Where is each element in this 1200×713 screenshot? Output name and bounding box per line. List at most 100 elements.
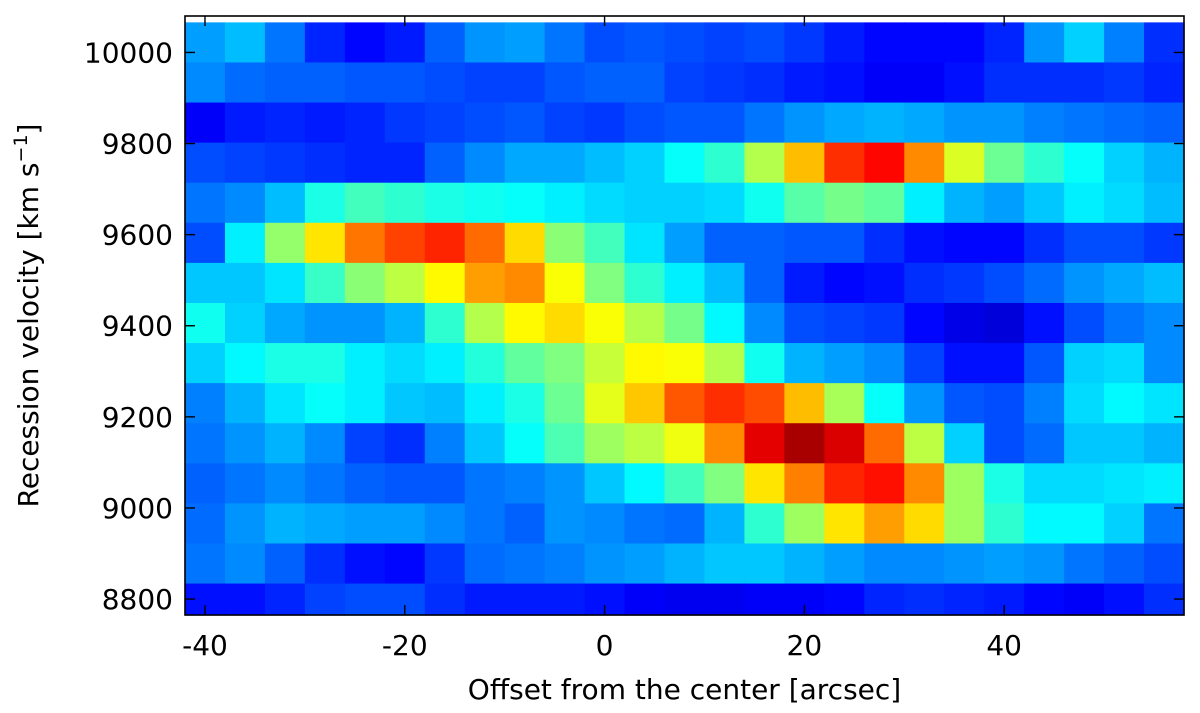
heatmap-cell xyxy=(1144,62,1185,104)
heatmap-cell xyxy=(464,343,506,384)
heatmap-cell xyxy=(344,343,386,384)
heatmap-cell xyxy=(824,463,865,504)
heatmap-cell xyxy=(904,343,945,384)
heatmap-cell xyxy=(264,423,306,464)
heatmap-cell xyxy=(784,343,825,384)
heatmap-cell xyxy=(704,182,746,224)
heatmap-cell xyxy=(384,222,426,264)
heatmap-cell xyxy=(984,423,1025,464)
heatmap-cell xyxy=(704,383,746,424)
heatmap-cell xyxy=(1144,22,1185,64)
heatmap-cell xyxy=(1024,343,1065,384)
heatmap-cell xyxy=(504,383,546,424)
heatmap-cell xyxy=(464,22,506,64)
heatmap-cell xyxy=(704,423,746,464)
heatmap-cell xyxy=(1064,343,1105,384)
y-tick-label: 10000 xyxy=(84,36,173,69)
heatmap-cell xyxy=(504,302,546,344)
heatmap-cell xyxy=(664,22,706,64)
heatmap-cell xyxy=(1064,22,1105,64)
heatmap-cell xyxy=(504,343,546,384)
heatmap-cell xyxy=(784,142,825,184)
heatmap-cell xyxy=(984,383,1025,424)
heatmap-cell xyxy=(744,262,785,304)
heatmap-cell xyxy=(264,102,306,144)
heatmap-cell xyxy=(384,383,426,424)
heatmap-cell xyxy=(304,62,346,104)
heatmap-cell xyxy=(464,383,506,424)
heatmap-cell xyxy=(544,343,586,384)
heatmap-cell xyxy=(304,503,346,545)
heatmap-cell xyxy=(264,383,306,424)
heatmap-cell xyxy=(864,463,905,504)
y-tick-label: 9200 xyxy=(102,401,173,434)
heatmap-cell xyxy=(784,62,825,104)
heatmap-cell xyxy=(704,62,746,104)
heatmap-cell xyxy=(1024,142,1065,184)
heatmap-cell xyxy=(744,182,785,224)
heatmap-cell xyxy=(185,102,226,144)
heatmap-cell xyxy=(704,102,746,144)
y-tick-label: 9600 xyxy=(102,219,173,252)
heatmap-cell xyxy=(504,543,546,585)
heatmap-cell xyxy=(864,182,905,224)
heatmap-cell xyxy=(584,182,626,224)
heatmap-cell xyxy=(584,102,626,144)
heatmap-cell xyxy=(984,142,1025,184)
heatmap-cell xyxy=(664,543,706,585)
heatmap-cell xyxy=(664,423,706,464)
heatmap-cell xyxy=(904,182,945,224)
y-axis-title-exponent: −1 xyxy=(10,134,32,162)
heatmap-cell xyxy=(944,22,985,64)
y-axis-title-main: Recession velocity [km s xyxy=(12,162,45,507)
heatmap-cell xyxy=(664,222,706,264)
heatmap-cell xyxy=(624,343,666,384)
heatmap-cell xyxy=(584,62,626,104)
heatmap-cell xyxy=(784,463,825,504)
heatmap-cell xyxy=(424,102,466,144)
heatmap-cell xyxy=(904,222,945,264)
heatmap-cell xyxy=(464,302,506,344)
heatmap-cell xyxy=(984,182,1025,224)
heatmap-cell xyxy=(784,222,825,264)
heatmap-cell xyxy=(185,182,226,224)
heatmap-cell xyxy=(584,423,626,464)
heatmap-cell xyxy=(1104,182,1145,224)
heatmap-cell xyxy=(584,262,626,304)
heatmap-cell xyxy=(984,343,1025,384)
heatmap-cell xyxy=(1104,302,1145,344)
heatmap-cell xyxy=(984,302,1025,344)
heatmap-cell xyxy=(264,343,306,384)
heatmap-cell xyxy=(224,583,266,616)
heatmap-cell xyxy=(824,583,865,616)
heatmap-cell xyxy=(744,302,785,344)
heatmap-cell xyxy=(1144,343,1185,384)
heatmap-cell xyxy=(744,22,785,64)
heatmap-cell xyxy=(624,102,666,144)
heatmap-cell xyxy=(424,142,466,184)
heatmap-cell xyxy=(424,182,466,224)
heatmap-cell xyxy=(384,182,426,224)
heatmap-cell xyxy=(384,343,426,384)
heatmap-cell xyxy=(664,62,706,104)
heatmap-cell xyxy=(1064,302,1105,344)
heatmap-cell xyxy=(1104,142,1145,184)
heatmap-cell xyxy=(624,463,666,504)
heatmap-cell xyxy=(704,302,746,344)
heatmap-cell xyxy=(984,463,1025,504)
heatmap-cell xyxy=(824,423,865,464)
heatmap-cell xyxy=(344,503,386,545)
heatmap-cell xyxy=(304,583,346,616)
heatmap-cell xyxy=(344,423,386,464)
heatmap-cell xyxy=(1104,102,1145,144)
heatmap-cell xyxy=(304,463,346,504)
heatmap-cell xyxy=(185,343,226,384)
heatmap-cell xyxy=(464,102,506,144)
heatmap-cell xyxy=(224,343,266,384)
heatmap-cell xyxy=(584,302,626,344)
heatmap-cell xyxy=(664,302,706,344)
heatmap-cell xyxy=(744,383,785,424)
heatmap-cell xyxy=(304,142,346,184)
heatmap-cell xyxy=(1064,182,1105,224)
y-tick-label: 8800 xyxy=(102,583,173,616)
